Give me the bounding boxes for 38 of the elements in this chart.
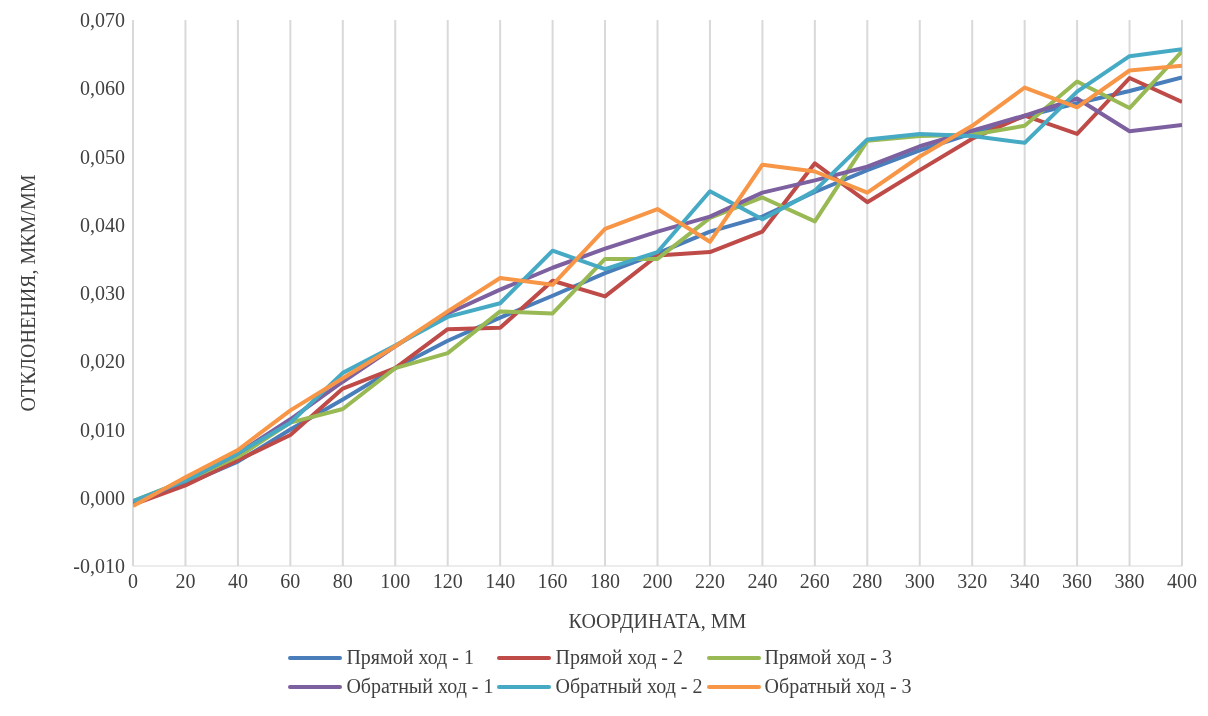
y-tick-label: 0,040 — [80, 213, 125, 236]
x-tick-label: 20 — [175, 570, 196, 593]
x-tick-label: 220 — [694, 570, 725, 593]
x-tick-label: 260 — [799, 570, 830, 593]
legend-label: Прямой ход - 2 — [555, 646, 683, 669]
legend-label: Обратный ход - 3 — [764, 675, 912, 698]
x-tick-label: 40 — [227, 570, 248, 593]
x-tick-label: 140 — [485, 570, 516, 593]
x-tick-label: 340 — [1009, 570, 1040, 593]
y-tick-label: -0,010 — [73, 555, 125, 578]
x-tick-label: 300 — [904, 570, 935, 593]
y-tick-label: 0,060 — [80, 77, 125, 100]
x-tick-label: 200 — [642, 570, 673, 593]
x-tick-label: 280 — [852, 570, 883, 593]
x-tick-label: 160 — [537, 570, 568, 593]
y-tick-label: 0,000 — [80, 486, 125, 509]
x-tick-label: 180 — [590, 570, 621, 593]
y-tick-label: 0,020 — [80, 350, 125, 373]
legend-label: Прямой ход - 1 — [346, 646, 474, 669]
y-tick-label: 0,030 — [80, 282, 125, 305]
legend-label: Обратный ход - 2 — [555, 675, 703, 698]
y-tick-label: 0,010 — [80, 418, 125, 441]
y-tick-label: 0,050 — [80, 145, 125, 168]
x-tick-label: 0 — [128, 570, 138, 593]
x-tick-label: 100 — [380, 570, 411, 593]
x-tick-label: 80 — [332, 570, 353, 593]
y-tick-label: 0,070 — [80, 9, 125, 32]
x-tick-label: 240 — [747, 570, 778, 593]
x-axis-title: КООРДИНАТА, ММ — [568, 610, 747, 633]
y-axis-title: ОТКЛОНЕНИЯ, МКМ/ММ — [17, 174, 40, 412]
x-tick-label: 380 — [1114, 570, 1145, 593]
legend-label: Обратный ход - 1 — [346, 675, 494, 698]
x-tick-label: 120 — [432, 570, 463, 593]
legend-label: Прямой ход - 3 — [764, 646, 893, 669]
x-tick-label: 320 — [957, 570, 988, 593]
x-tick-label: 60 — [280, 570, 301, 593]
x-tick-label: 360 — [1062, 570, 1093, 593]
x-tick-label: 400 — [1167, 570, 1197, 593]
